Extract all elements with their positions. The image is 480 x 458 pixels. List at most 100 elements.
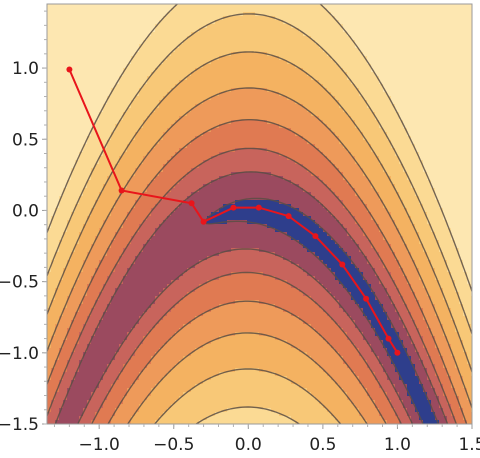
contour-cell (131, 176, 136, 181)
contour-cell (151, 188, 156, 193)
contour-cell (159, 416, 164, 421)
contour-cell (163, 24, 168, 29)
contour-cell (71, 256, 76, 261)
contour-cell (171, 160, 176, 165)
contour-cell (55, 280, 60, 285)
contour-cell (71, 216, 76, 221)
contour-cell (103, 164, 108, 169)
contour-cell (191, 80, 196, 85)
contour-cell (227, 312, 232, 317)
contour-cell (203, 112, 208, 117)
contour-cell (235, 124, 240, 129)
contour-cell (79, 396, 84, 401)
contour-cell (103, 104, 108, 109)
contour-cell (87, 204, 92, 209)
contour-cell (175, 172, 180, 177)
contour-cell (211, 24, 216, 29)
contour-cell (71, 88, 76, 93)
contour-cell (143, 340, 148, 345)
contour-cell (67, 236, 72, 241)
contour-cell (67, 384, 72, 389)
contour-cell (67, 348, 72, 353)
contour-cell (215, 64, 220, 69)
contour-cell (151, 16, 156, 21)
contour-cell (127, 144, 132, 149)
contour-cell (99, 364, 104, 369)
contour-cell (87, 32, 92, 37)
contour-cell (139, 100, 144, 105)
contour-cell (87, 116, 92, 121)
contour-cell (219, 412, 224, 417)
contour-cell (227, 392, 232, 397)
contour-cell (87, 292, 92, 297)
contour-cell (91, 360, 96, 365)
contour-cell (147, 356, 152, 361)
contour-cell (219, 244, 224, 249)
contour-cell (99, 420, 104, 424)
contour-cell (183, 4, 188, 9)
contour-cell (223, 24, 228, 29)
contour-cell (119, 60, 124, 65)
contour-cell (183, 128, 188, 133)
contour-cell (55, 312, 60, 317)
contour-cell (171, 104, 176, 109)
contour-cell (103, 24, 108, 29)
contour-cell (107, 20, 112, 25)
contour-cell (159, 368, 164, 373)
contour-cell (151, 96, 156, 101)
contour-cell (67, 28, 72, 33)
contour-cell (51, 132, 56, 137)
contour-cell (63, 212, 68, 217)
contour-cell (175, 92, 180, 97)
contour-cell (227, 356, 232, 361)
contour-cell (231, 4, 236, 9)
contour-cell (227, 192, 232, 197)
contour-cell (223, 356, 228, 361)
contour-cell (119, 380, 124, 385)
contour-cell (147, 224, 152, 229)
contour-cell (107, 236, 112, 241)
contour-cell (75, 216, 80, 221)
contour-cell (207, 348, 212, 353)
contour-cell (195, 32, 200, 37)
contour-cell (183, 232, 188, 237)
contour-cell (151, 272, 156, 277)
contour-cell (123, 244, 128, 249)
contour-cell (63, 16, 68, 21)
contour-cell (163, 44, 168, 49)
contour-cell (75, 52, 80, 57)
contour-cell (103, 400, 108, 405)
contour-cell (107, 284, 112, 289)
contour-cell (171, 364, 176, 369)
contour-cell (47, 332, 52, 337)
contour-cell (167, 328, 172, 333)
contour-cell (143, 412, 148, 417)
contour-cell (55, 124, 60, 129)
contour-cell (183, 284, 188, 289)
contour-cell (63, 200, 68, 205)
contour-cell (59, 44, 64, 49)
contour-cell (191, 136, 196, 141)
contour-cell (191, 156, 196, 161)
contour-cell (227, 56, 232, 61)
contour-cell (195, 296, 200, 301)
contour-cell (95, 12, 100, 17)
contour-cell (99, 24, 104, 29)
contour-cell (119, 396, 124, 401)
contour-cell (223, 284, 228, 289)
contour-cell (107, 208, 112, 213)
contour-cell (195, 348, 200, 353)
contour-cell (171, 228, 176, 233)
contour-cell (187, 228, 192, 233)
contour-cell (71, 132, 76, 137)
contour-cell (71, 144, 76, 149)
contour-cell (135, 60, 140, 65)
contour-cell (103, 56, 108, 61)
contour-cell (215, 32, 220, 37)
contour-cell (99, 320, 104, 325)
contour-cell (195, 248, 200, 253)
contour-cell (63, 216, 68, 221)
contour-cell (111, 92, 116, 97)
contour-cell (163, 400, 168, 405)
contour-cell (87, 376, 92, 381)
